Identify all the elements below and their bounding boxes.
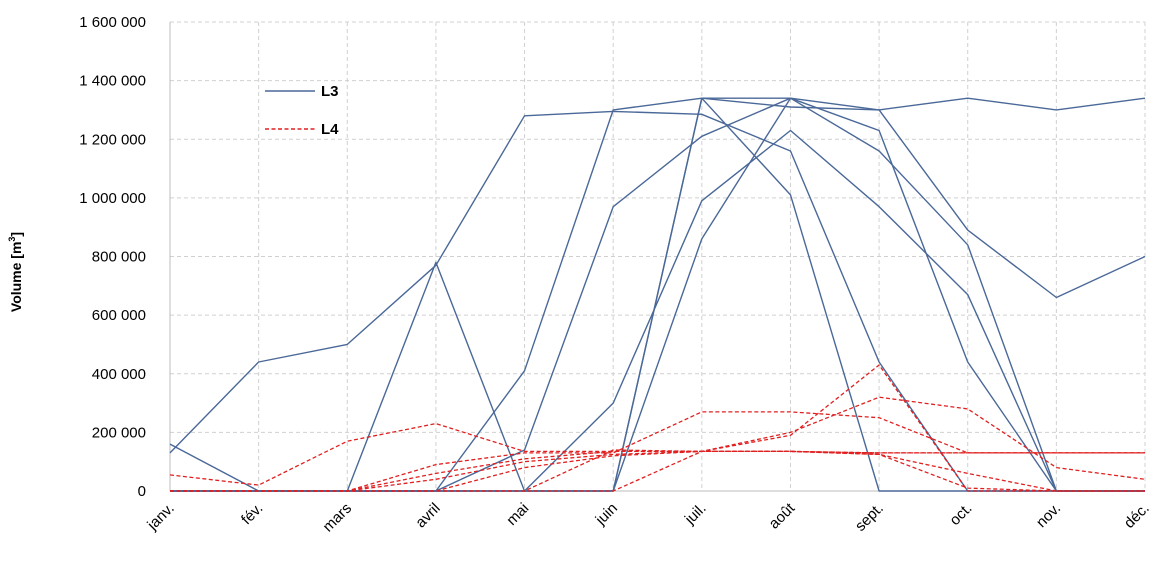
legend-label-l4: L4 bbox=[321, 121, 339, 138]
series-lines bbox=[169, 97, 1146, 492]
x-tick-label: avril bbox=[412, 500, 443, 531]
series-line-l4-3 bbox=[170, 396, 1146, 492]
legend-label-l3: L3 bbox=[321, 83, 339, 100]
x-tick-label: juin bbox=[592, 500, 621, 529]
axes: 0 200 000 400 000 600 000 800 000 1 000 000 1 … bbox=[79, 14, 1153, 535]
series-line-l4-6 bbox=[170, 449, 1145, 492]
y-tick-label: 1 400 000 bbox=[79, 73, 146, 90]
y-tick-label: 1 200 000 bbox=[79, 131, 146, 148]
x-tick-label: nov. bbox=[1033, 500, 1064, 531]
x-tick-label: oct. bbox=[946, 500, 975, 529]
y-axis-label: Volume [m3] bbox=[7, 232, 24, 312]
y-tick-label: 400 000 bbox=[92, 366, 146, 383]
y-tick-label: 1 000 000 bbox=[79, 190, 146, 207]
x-tick-label: mai bbox=[503, 500, 532, 529]
series-line-l4-4 bbox=[170, 364, 1145, 492]
series-line-l4-5 bbox=[170, 450, 1145, 492]
series-line-l4-7 bbox=[170, 450, 1145, 492]
y-tick-label: 0 bbox=[138, 483, 146, 500]
y-tick-label: 800 000 bbox=[92, 249, 146, 266]
y-tick-label: 600 000 bbox=[92, 307, 146, 324]
x-tick-label: juil. bbox=[681, 500, 710, 529]
y-tick-label: 200 000 bbox=[92, 424, 146, 441]
x-tick-label: janv. bbox=[143, 500, 177, 534]
grid bbox=[170, 21, 1146, 491]
x-tick-label: fév. bbox=[238, 500, 266, 528]
y-axis-label-text: Volume [m bbox=[8, 242, 24, 313]
x-tick-label: mars bbox=[320, 500, 356, 536]
series-line-l3-5 bbox=[170, 129, 1145, 492]
x-tick-label: déc. bbox=[1121, 500, 1153, 532]
x-tick-label: sept. bbox=[852, 500, 887, 535]
y-axis-label-superscript: 3 bbox=[7, 237, 17, 242]
y-axis-label-suffix: ] bbox=[8, 232, 24, 237]
x-tick-label: août bbox=[766, 499, 799, 532]
legend: L3 L4 bbox=[265, 83, 339, 138]
y-tick-label: 1 600 000 bbox=[79, 14, 146, 31]
